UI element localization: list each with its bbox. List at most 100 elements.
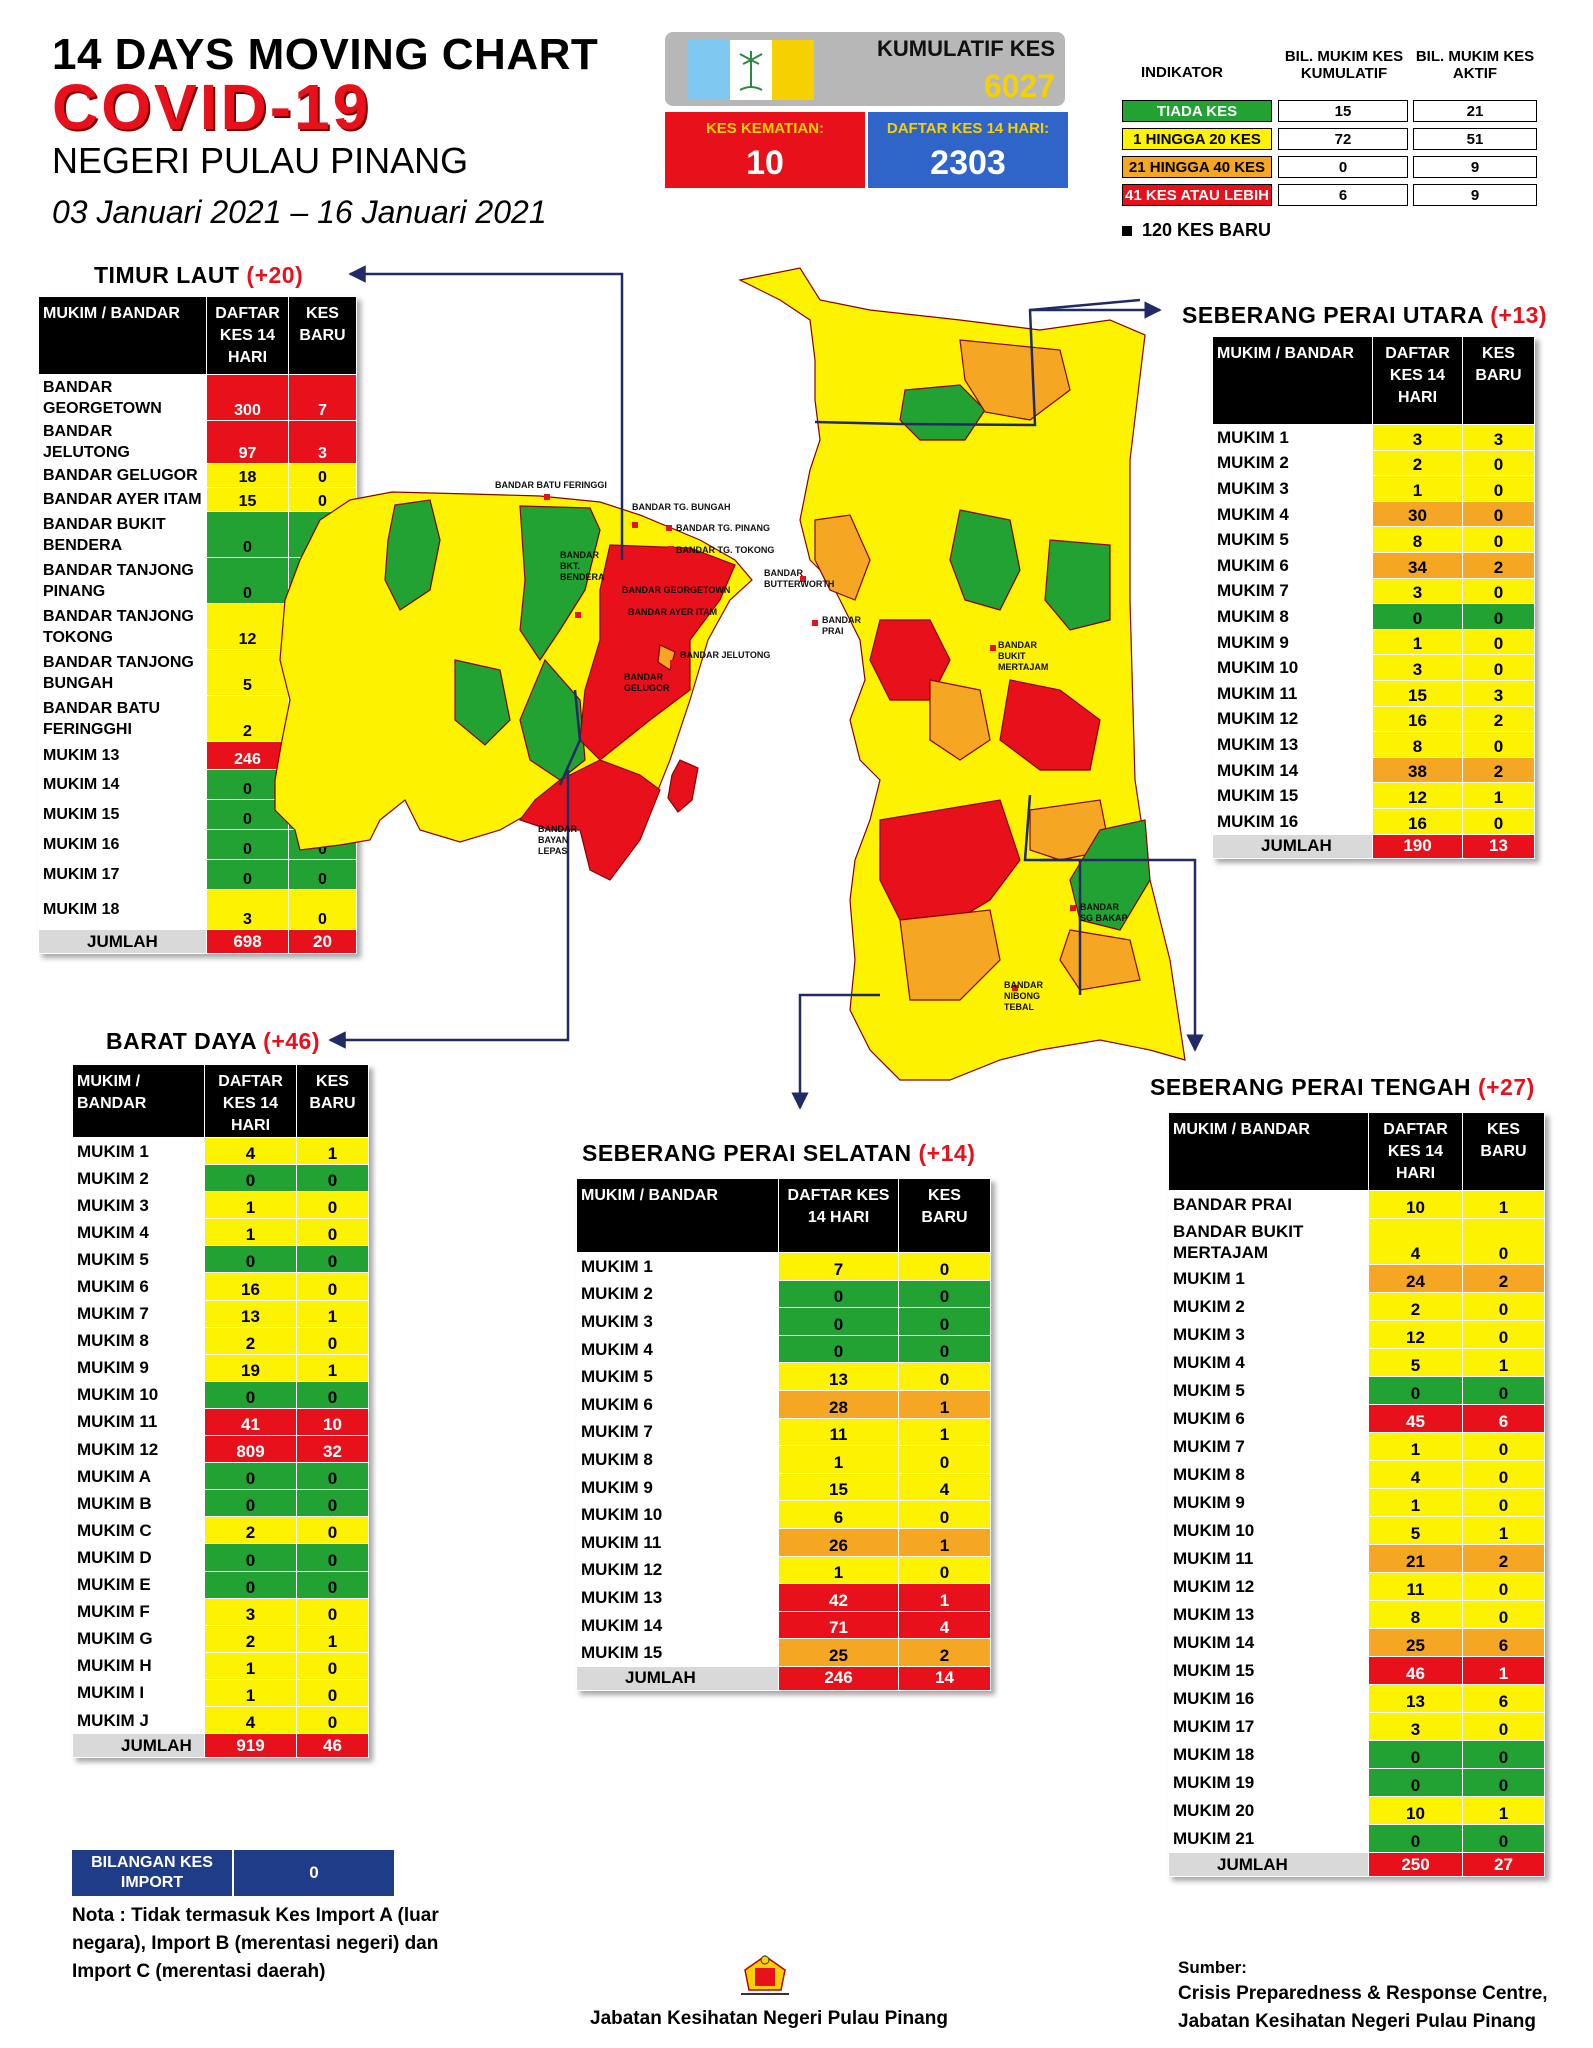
daftar-box: DAFTAR KES 14 HARI: 2303 — [868, 112, 1068, 188]
row-daftar: 6 — [778, 1500, 899, 1529]
row-baru: 2 — [1462, 551, 1535, 579]
row-baru: 1 — [296, 1353, 369, 1382]
row-name: MUKIM 6 — [1212, 551, 1373, 579]
row-baru: 0 — [1462, 449, 1535, 477]
table-row: MUKIM 7 11 1 — [576, 1417, 991, 1447]
table-row: MUKIM 16 13 6 — [1168, 1684, 1545, 1713]
map-label-prai: BANDAR PRAI — [822, 615, 861, 636]
row-baru: 0 — [1462, 1824, 1545, 1853]
map-label-gelugor: BANDAR GELUGOR — [624, 672, 670, 693]
row-name: MUKIM 20 — [1168, 1796, 1369, 1825]
table-row: BANDAR BUKIT MERTAJAM 4 0 — [1168, 1218, 1545, 1265]
row-daftar: 2 — [206, 695, 289, 742]
row-baru: 0 — [296, 1164, 369, 1193]
row-name: MUKIM 15 — [1168, 1656, 1369, 1685]
row-name: MUKIM 10 — [72, 1380, 205, 1409]
arrow-sp-tengah — [1040, 858, 1204, 1052]
row-baru: 0 — [296, 1543, 369, 1572]
row-baru: 1 — [296, 1624, 369, 1653]
row-name: MUKIM 9 — [576, 1472, 779, 1502]
row-daftar: 2 — [204, 1516, 297, 1545]
row-name: MUKIM 14 — [1168, 1628, 1369, 1657]
island-west-green — [384, 499, 441, 611]
row-baru: 0 — [898, 1279, 991, 1309]
sp-tengah-title: SEBERANG PERAI TENGAH (+27) — [1150, 1074, 1535, 1100]
row-baru: 1 — [1462, 1516, 1545, 1545]
map-label-butterworth: BANDAR BUTTERWORTH — [764, 568, 835, 589]
row-name: BANDAR GEORGETOWN — [38, 374, 207, 421]
total-daftar: 698 — [206, 929, 289, 954]
row-daftar: 2 — [204, 1624, 297, 1653]
row-daftar: 0 — [206, 829, 289, 860]
kematian-box: KES KEMATIAN: 10 — [665, 112, 865, 188]
row-daftar: 21 — [1368, 1544, 1463, 1573]
row-name: MUKIM 11 — [1212, 679, 1373, 707]
row-name: MUKIM 1 — [576, 1252, 779, 1281]
row-baru: 0 — [296, 1597, 369, 1626]
row-daftar: 4 — [204, 1705, 297, 1735]
row-baru: 0 — [898, 1334, 991, 1364]
row-name: BANDAR PRAI — [1168, 1190, 1369, 1219]
row-name: MUKIM 18 — [1168, 1740, 1369, 1769]
total-baru: 46 — [296, 1733, 369, 1759]
row-daftar: 3 — [1372, 654, 1463, 681]
row-name: MUKIM 13 — [38, 741, 207, 770]
row-baru: 0 — [898, 1500, 991, 1529]
row-daftar: 1 — [204, 1651, 297, 1680]
table-row: BANDAR PRAI 10 1 — [1168, 1190, 1545, 1219]
row-daftar: 2 — [1372, 449, 1463, 477]
row-baru: 0 — [296, 1191, 369, 1220]
row-name: MUKIM 6 — [72, 1272, 205, 1301]
total-daftar: 190 — [1372, 833, 1463, 859]
row-baru: 0 — [296, 1218, 369, 1247]
row-baru: 1 — [1462, 782, 1535, 809]
row-daftar: 1 — [204, 1678, 297, 1707]
total-label: JUMLAH — [1212, 833, 1373, 859]
row-name: MUKIM 18 — [38, 889, 207, 930]
row-daftar: 0 — [1368, 1376, 1463, 1405]
row-daftar: 26 — [778, 1527, 899, 1557]
total-label: JUMLAH — [72, 1733, 205, 1759]
table-row: MUKIM 6 34 2 — [1212, 551, 1535, 579]
table-row: MUKIM 15 12 1 — [1212, 782, 1535, 809]
row-baru: 0 — [296, 1651, 369, 1680]
island-sw-green — [454, 659, 511, 746]
table-row: MUKIM 20 10 1 — [1168, 1796, 1545, 1825]
row-daftar: 16 — [204, 1272, 297, 1301]
row-baru: 0 — [296, 1489, 369, 1518]
arrow-sp-selatan — [791, 993, 880, 1110]
table-row: MUKIM 18 3 0 — [38, 889, 357, 930]
row-name: MUKIM 3 — [576, 1307, 779, 1336]
row-baru: 0 — [1462, 1218, 1545, 1265]
sp-utara-title: SEBERANG PERAI UTARA (+13) — [1182, 302, 1548, 328]
row-name: MUKIM 11 — [72, 1407, 205, 1437]
island-south-red — [519, 759, 661, 881]
row-baru: 0 — [296, 1326, 369, 1355]
row-name: MUKIM 15 — [38, 799, 207, 830]
row-baru: 0 — [1462, 1292, 1545, 1321]
indicator-label: 21 HINGGA 40 KES — [1122, 156, 1272, 178]
row-daftar: 8 — [1368, 1600, 1463, 1629]
row-baru: 0 — [1462, 526, 1535, 553]
row-baru: 1 — [898, 1389, 991, 1419]
row-baru: 0 — [296, 1245, 369, 1274]
row-daftar: 28 — [778, 1389, 899, 1419]
date-range: 03 Januari 2021 – 16 Januari 2021 — [52, 194, 547, 230]
map-label-georgetown: BANDAR GEORGETOWN — [622, 585, 731, 595]
barat-daya-title: BARAT DAYA (+46) — [106, 1028, 321, 1054]
map-label-ayer-itam: BANDAR AYER ITAM — [628, 607, 718, 617]
row-baru: 0 — [296, 1380, 369, 1409]
row-daftar: 10 — [1368, 1796, 1463, 1825]
row-baru: 0 — [1462, 577, 1535, 605]
